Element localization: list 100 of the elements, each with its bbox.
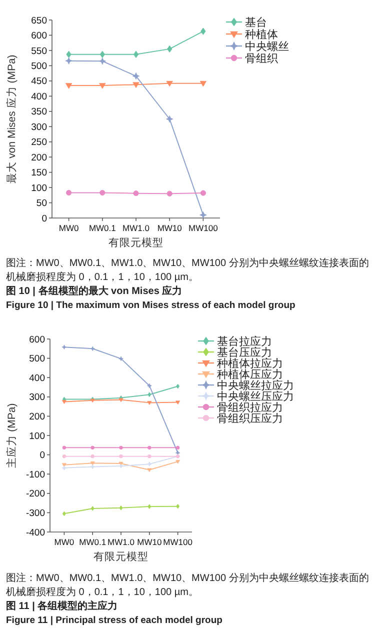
point <box>132 82 140 88</box>
point <box>62 344 67 350</box>
point <box>200 80 207 87</box>
x-tick-label: MW10 <box>137 537 162 547</box>
text: 图注：MW0、MW0.1、MW1.0、MW10、MW100 分别为中央螺丝螺纹连接表面的机械磨损程度为 0，0.1，1，10，100 µm。 <box>6 257 370 285</box>
legend-label: 中央螺丝压应力 <box>217 390 294 403</box>
y-tick-label: 300 <box>29 392 45 404</box>
point <box>132 72 140 80</box>
point <box>148 392 152 397</box>
point <box>200 28 206 35</box>
y-tick-label: 350 <box>31 106 47 118</box>
x-tick-label: MW10 <box>157 223 182 233</box>
point <box>146 383 152 388</box>
x-tick-label: MW0 <box>58 223 79 233</box>
point <box>148 504 152 509</box>
y-axis-title: 主应力 (MPa) <box>5 403 18 468</box>
x-axis-title: 有限元模型 <box>108 237 164 249</box>
y-tick-label: 400 <box>29 372 45 384</box>
point <box>90 454 94 458</box>
point <box>148 446 152 450</box>
point <box>100 190 106 196</box>
point <box>66 50 72 58</box>
point <box>90 346 96 352</box>
point <box>147 401 152 405</box>
point <box>133 50 139 58</box>
point <box>200 211 207 219</box>
y-tick-label: -200 <box>26 488 45 500</box>
y-tick-label: 200 <box>31 152 47 164</box>
point <box>200 190 206 196</box>
caption: 图 11 | 各组模型的主应力 <box>6 600 119 614</box>
text: 图注：MW0、MW0.1、MW1.0、MW10、MW100 分别为中央螺丝螺纹连接表面的机械磨损程度为 0，0.1，1，10，100 µm。 <box>6 572 370 600</box>
y-tick-label: 150 <box>31 168 47 179</box>
y-tick-label: 300 <box>31 122 47 133</box>
x-tick-label: MW0 <box>54 537 74 547</box>
x-tick-label: MW100 <box>188 223 218 233</box>
point <box>176 504 180 509</box>
x-tick-label: MW0.1 <box>79 537 106 547</box>
y-tick-label: 0 <box>40 450 45 462</box>
point <box>90 461 95 466</box>
x-tick-label: MW1.0 <box>108 537 135 547</box>
point <box>99 83 106 89</box>
y-tick-label: 500 <box>31 60 47 72</box>
y-tick-label: 500 <box>29 354 45 365</box>
legend-label: 骨组织压应力 <box>217 412 283 425</box>
point <box>119 446 123 450</box>
y-tick-label: -100 <box>26 469 45 480</box>
legend-label: 中央螺丝 <box>245 40 289 53</box>
point <box>166 190 172 196</box>
caption: Figure 10 | The maximum von Mises stress of each model group <box>6 299 296 313</box>
legend-label: 骨组织 <box>245 53 278 65</box>
x-tick-label: MW1.0 <box>122 223 150 233</box>
legend-label: 基台压应力 <box>217 346 272 359</box>
x-tick-label: MW100 <box>163 537 193 547</box>
y-tick-label: -300 <box>26 508 45 519</box>
y-tick-label: 200 <box>29 412 45 422</box>
point <box>62 400 66 404</box>
point <box>166 115 174 123</box>
point <box>62 454 66 458</box>
point <box>65 83 72 89</box>
point <box>176 460 180 464</box>
point <box>90 506 94 511</box>
legend-label: 种植体压应力 <box>217 368 283 381</box>
point <box>62 446 66 450</box>
x-axis-title: 有限元模型 <box>94 551 148 563</box>
legend-label: 骨组织拉应力 <box>217 401 283 414</box>
point <box>98 58 106 65</box>
point <box>62 466 67 470</box>
point <box>148 454 152 458</box>
caption: Figure 11 | Principal stress of each model group <box>6 614 224 628</box>
point <box>176 384 180 389</box>
y-tick-label: 650 <box>31 15 47 26</box>
point <box>119 505 123 510</box>
legend-label: 中央螺丝拉应力 <box>217 379 294 392</box>
legend-label: 基台 <box>245 16 267 29</box>
y-axis-title: 最大 von Mises 应力 (MPa) <box>5 54 18 184</box>
point <box>62 511 66 516</box>
y-tick-label: 50 <box>36 198 47 210</box>
legend-label: 基台拉应力 <box>217 335 272 348</box>
point <box>176 400 180 405</box>
y-tick-label: 250 <box>31 137 47 148</box>
point <box>100 50 105 58</box>
y-tick-label: 0 <box>42 213 47 224</box>
point <box>166 80 173 87</box>
point <box>119 454 123 458</box>
y-tick-label: 100 <box>31 182 47 194</box>
y-tick-label: 450 <box>31 76 47 88</box>
caption: 图 10 | 各组模型的最大 von Mises 应力 <box>6 285 184 299</box>
point <box>146 462 152 466</box>
y-tick-label: 600 <box>29 334 45 346</box>
y-tick-label: -400 <box>26 527 45 538</box>
point <box>118 356 124 362</box>
y-tick-label: 100 <box>29 430 45 442</box>
point <box>90 446 94 450</box>
point <box>118 464 124 468</box>
legend-label: 种植体拉应力 <box>217 357 283 370</box>
y-tick-label: 550 <box>31 46 47 57</box>
point <box>176 446 180 450</box>
y-tick-label: 400 <box>31 91 47 102</box>
point <box>133 190 139 196</box>
legend-label: 种植体 <box>245 28 278 41</box>
